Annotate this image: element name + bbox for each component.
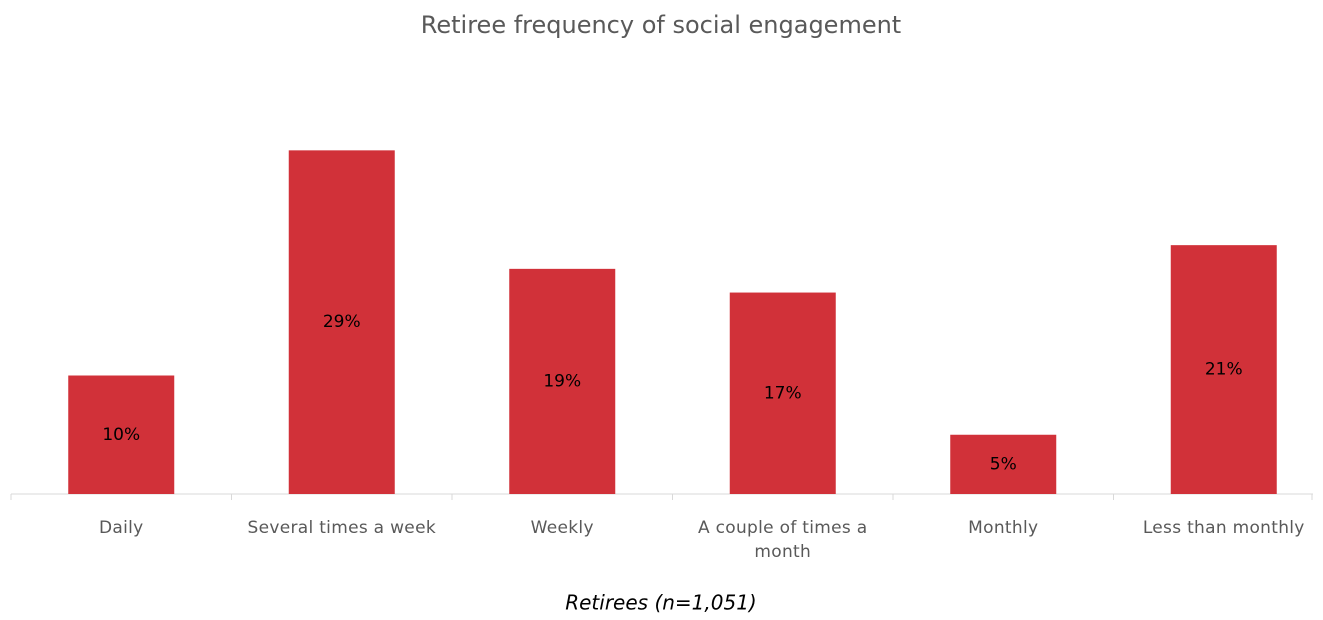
data-label: 29% — [323, 312, 361, 332]
bar — [1170, 245, 1277, 494]
bar — [950, 434, 1057, 494]
x-tick-label: Several times a week — [247, 518, 436, 538]
bar — [68, 375, 175, 494]
x-tick-label: Less than monthly — [1142, 518, 1305, 538]
data-label: 21% — [1205, 360, 1243, 380]
x-tick-label: A couple of times a month — [697, 518, 868, 562]
bar — [509, 268, 616, 494]
bar — [729, 292, 836, 494]
data-label: 19% — [543, 371, 581, 391]
chart-title: Retiree frequency of social engagement — [421, 11, 901, 39]
x-tick-label: Daily — [98, 518, 144, 538]
x-axis-label: Retirees (n=1,051) — [565, 591, 757, 615]
data-label: 17% — [764, 383, 802, 403]
bar — [288, 150, 395, 494]
x-tick-label: Weekly — [530, 518, 594, 538]
x-tick-label: Monthly — [968, 518, 1039, 538]
data-label: 5% — [990, 454, 1017, 474]
data-label: 10% — [102, 425, 140, 445]
